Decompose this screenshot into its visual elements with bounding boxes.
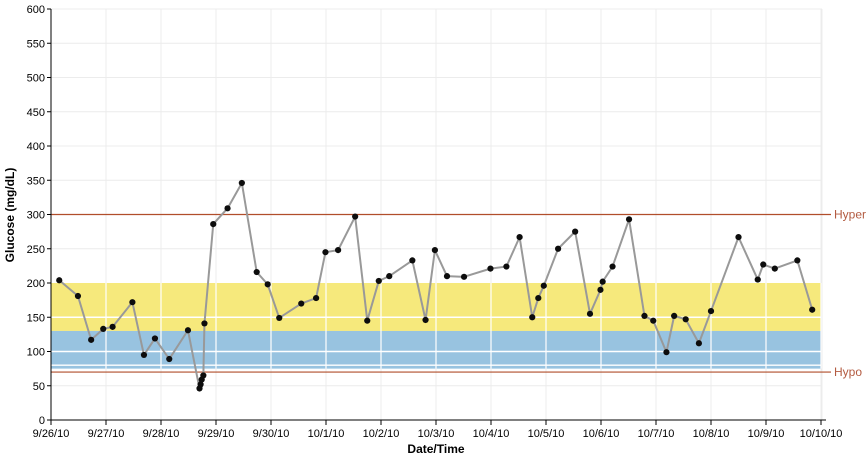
- data-point[interactable]: [386, 273, 393, 280]
- data-point[interactable]: [422, 316, 429, 324]
- x-tick-label: 10/7/10: [638, 428, 675, 440]
- x-tick-label: 9/29/10: [198, 428, 235, 440]
- hyper-line-label: Hyper: [834, 208, 866, 222]
- data-point[interactable]: [313, 294, 320, 302]
- y-tick-label: 250: [27, 244, 45, 256]
- data-point[interactable]: [754, 276, 761, 283]
- data-point[interactable]: [335, 247, 342, 254]
- data-point[interactable]: [276, 314, 283, 322]
- x-tick-label: 10/8/10: [693, 428, 730, 440]
- data-point[interactable]: [352, 213, 359, 220]
- x-tick-label: 10/3/10: [418, 428, 455, 440]
- data-point[interactable]: [100, 325, 107, 332]
- data-point[interactable]: [166, 355, 173, 363]
- data-point[interactable]: [663, 349, 670, 356]
- data-point[interactable]: [540, 282, 547, 289]
- data-point[interactable]: [375, 277, 382, 285]
- data-point[interactable]: [140, 351, 148, 359]
- data-point[interactable]: [599, 278, 606, 285]
- y-tick-label: 450: [27, 107, 45, 119]
- data-point[interactable]: [771, 265, 778, 272]
- data-point[interactable]: [529, 314, 536, 321]
- x-tick-label: 9/28/10: [143, 428, 180, 440]
- chart-layers: Hyper Hypo 0 50 100 150 200 250 300 350 400 450 500 5…: [27, 4, 866, 440]
- data-point[interactable]: [129, 299, 136, 306]
- data-point[interactable]: [56, 277, 63, 284]
- data-point[interactable]: [210, 220, 217, 228]
- data-point[interactable]: [641, 312, 648, 319]
- x-tick-label: 9/27/10: [88, 428, 125, 440]
- x-tick-label: 10/2/10: [363, 428, 400, 440]
- data-point[interactable]: [516, 234, 523, 241]
- y-tick-label: 600: [27, 4, 45, 16]
- hypo-line-label: Hypo: [834, 365, 862, 379]
- data-point[interactable]: [609, 263, 616, 270]
- x-axis-title: Date/Time: [407, 442, 464, 456]
- y-axis-title: Glucose (mg/dL): [3, 168, 17, 263]
- x-tick-label: 10/6/10: [583, 428, 620, 440]
- data-point[interactable]: [586, 310, 594, 317]
- data-point[interactable]: [443, 273, 451, 280]
- x-tick-label: 10/5/10: [528, 428, 565, 440]
- data-point[interactable]: [409, 257, 416, 264]
- data-point[interactable]: [238, 179, 245, 187]
- data-point[interactable]: [197, 381, 204, 388]
- data-point[interactable]: [74, 292, 82, 300]
- data-point[interactable]: [572, 228, 579, 235]
- data-point[interactable]: [695, 340, 703, 347]
- data-point[interactable]: [650, 317, 657, 324]
- y-tick-label: 350: [27, 175, 45, 187]
- data-point[interactable]: [794, 257, 801, 264]
- data-point[interactable]: [184, 327, 192, 334]
- x-tick-label: 9/30/10: [253, 428, 290, 440]
- data-point[interactable]: [760, 261, 767, 268]
- x-tick-label: 10/10/10: [800, 428, 843, 440]
- data-point[interactable]: [253, 268, 260, 276]
- data-point[interactable]: [109, 323, 116, 330]
- y-tick-label: 200: [27, 278, 45, 290]
- data-point[interactable]: [597, 286, 604, 293]
- y-tick-label: 100: [27, 347, 45, 359]
- x-tick-label: 10/1/10: [308, 428, 345, 440]
- glucose-line: [58, 181, 814, 390]
- x-tick-label: 9/26/10: [33, 428, 70, 440]
- y-tick-label: 150: [27, 312, 45, 324]
- x-tick-label: 10/9/10: [748, 428, 785, 440]
- data-point[interactable]: [671, 312, 678, 319]
- data-point[interactable]: [625, 216, 633, 223]
- data-point[interactable]: [151, 335, 159, 342]
- data-point[interactable]: [322, 249, 329, 256]
- y-tick-label: 400: [27, 141, 45, 153]
- data-point[interactable]: [707, 307, 715, 315]
- data-point[interactable]: [200, 372, 207, 379]
- data-point[interactable]: [555, 245, 562, 252]
- y-tick-label: 500: [27, 73, 45, 85]
- y-tick-label: 50: [33, 381, 45, 393]
- data-point[interactable]: [503, 263, 510, 270]
- data-point[interactable]: [735, 234, 742, 241]
- x-tick-label: 10/4/10: [473, 428, 510, 440]
- data-point[interactable]: [535, 294, 542, 302]
- data-point[interactable]: [431, 247, 438, 254]
- data-point[interactable]: [88, 336, 95, 343]
- data-point[interactable]: [460, 273, 468, 280]
- data-point[interactable]: [809, 306, 816, 313]
- data-point[interactable]: [224, 205, 231, 212]
- data-point[interactable]: [487, 265, 494, 272]
- data-point[interactable]: [682, 316, 689, 323]
- data-point[interactable]: [364, 317, 371, 324]
- data-point[interactable]: [298, 300, 305, 307]
- y-tick-label: 550: [27, 38, 45, 50]
- data-point[interactable]: [201, 320, 208, 327]
- y-tick-label: 0: [39, 415, 45, 427]
- y-tick-label: 300: [27, 210, 45, 222]
- data-point[interactable]: [264, 281, 271, 288]
